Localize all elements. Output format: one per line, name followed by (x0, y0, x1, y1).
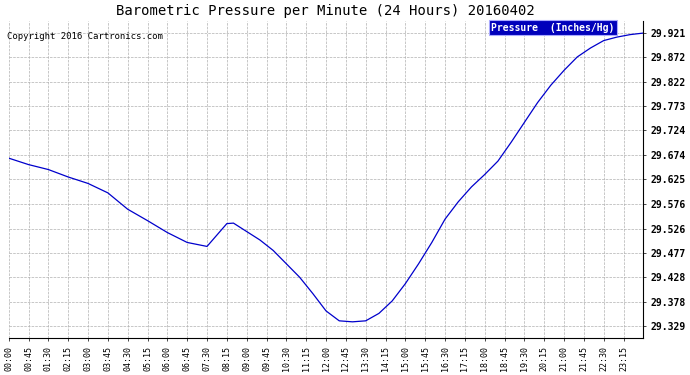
Title: Barometric Pressure per Minute (24 Hours) 20160402: Barometric Pressure per Minute (24 Hours… (117, 4, 535, 18)
Text: Copyright 2016 Cartronics.com: Copyright 2016 Cartronics.com (7, 32, 163, 41)
Text: Pressure  (Inches/Hg): Pressure (Inches/Hg) (491, 22, 615, 33)
